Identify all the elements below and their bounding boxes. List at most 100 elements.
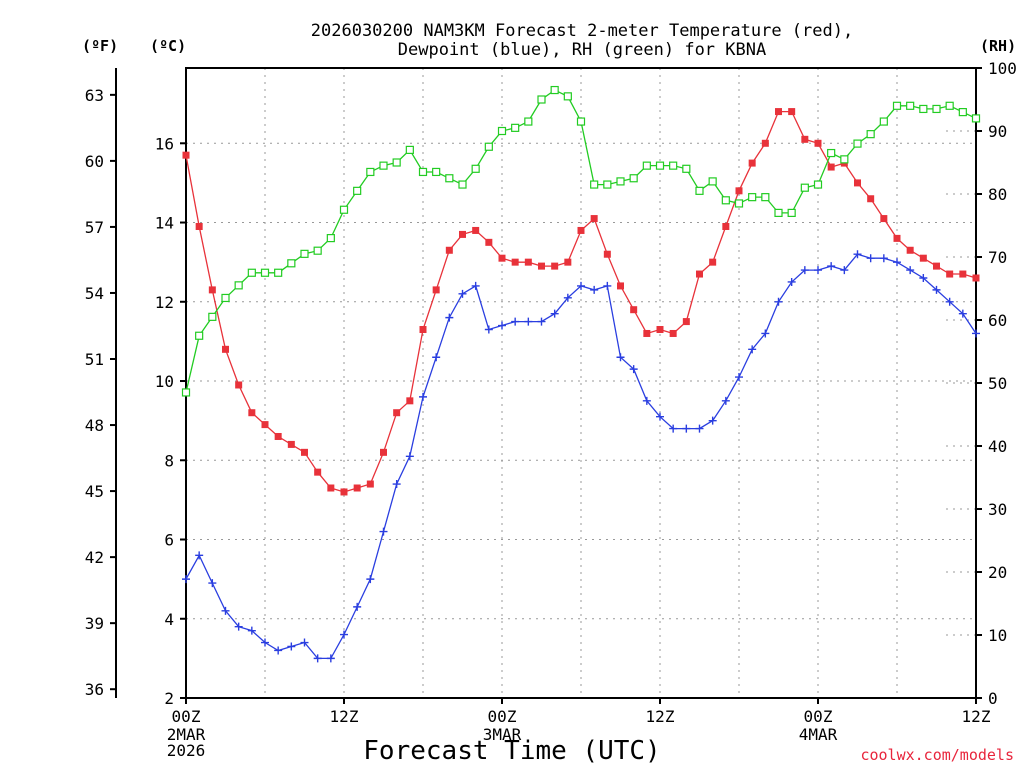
temperature-point [538,262,545,270]
dewpoint-point [774,297,783,306]
dewpoint-point [537,317,546,326]
dewpoint-point [748,345,757,354]
temperature-point [906,246,914,254]
time-tick-label: 00Z [804,707,833,726]
temperature-point [946,270,954,278]
dewpoint-point [313,654,322,663]
title-line-2: Dewpoint (blue), RH (green) for KBNA [398,40,766,60]
series-line [185,110,977,493]
dewpoint-point [721,396,730,405]
rh-point [971,114,981,123]
dewpoint-point [945,297,954,306]
dewpoint-point [234,622,243,631]
rh-point [774,208,783,217]
rh-tick-label: 20 [988,563,1007,582]
rh-point [748,193,757,202]
rh-point [392,158,401,167]
series-rh [181,85,981,397]
temperature-point [630,306,638,314]
rh-tick-label: 60 [988,311,1007,330]
fahrenheit-tick-label: 36 [85,680,104,699]
rh-point [919,104,928,114]
dewpoint-point [379,527,388,536]
rh-point [445,174,454,183]
dewpoint-point [590,285,599,294]
dewpoint-point [906,266,915,275]
dewpoint-point [866,254,875,263]
rh-point [629,174,638,183]
temperature-point [195,222,203,230]
dewpoint-point [814,266,822,275]
rh-point [563,92,572,101]
temperature-point [511,258,519,266]
rh-point [511,123,520,132]
rh-point [247,268,256,277]
temperature-point [301,448,308,456]
temperature-point [643,329,651,337]
rh-point [682,164,691,173]
rh-point [787,208,796,217]
temperature-point [353,484,361,492]
rh-point [932,104,941,114]
dewpoint-point [827,262,836,271]
temperature-point [788,108,796,116]
rh-point [300,249,309,258]
rh-point [616,177,625,186]
dewpoint-point [326,654,335,663]
celsius-axis: 2 4 6 8 10 12 14 16 [155,134,186,708]
temperature-point [669,329,677,337]
celsius-unit-label: (ºC) [150,37,186,55]
rh-point [603,180,612,189]
rh-tick-label: 40 [988,437,1007,456]
dewpoint-point [840,266,849,275]
credit-link[interactable]: coolwx.com/models [860,746,1014,764]
dewpoint-point [511,317,520,326]
celsius-tick-label: 16 [155,134,174,153]
rh-point [879,117,888,126]
temperature-point [340,488,348,496]
celsius-tick-label: 2 [164,689,174,708]
rh-point [260,268,270,277]
time-tick-label: 12Z [330,707,359,726]
fahrenheit-tick-label: 63 [85,86,104,105]
rh-point [524,117,533,126]
temperature-point [459,230,466,238]
chart-title: 2026030200 NAM3KM Forecast 2-meter Tempe… [311,21,853,60]
rh-point [892,101,902,110]
rh-point [813,180,823,189]
rh-point [221,293,230,303]
temperature-point [485,238,493,246]
temperature-point [419,326,427,334]
rh-tick-label: 0 [988,689,998,708]
rh-point [471,164,480,173]
series-dewpoint [182,250,980,663]
dewpoint-point [419,392,427,401]
rh-point [576,117,586,126]
temperature-point [564,258,572,266]
dewpoint-point [195,551,204,560]
rh-point [195,331,204,340]
fahrenheit-tick-label: 57 [85,218,104,237]
fahrenheit-tick-label: 45 [85,482,104,501]
temperature-point [498,254,506,262]
dewpoint-point [353,602,362,611]
rh-point [537,95,546,104]
dewpoint-point [958,309,967,318]
rh-point [418,167,428,177]
temperature-point [748,159,756,167]
rh-point [353,186,362,195]
grid-lines [186,68,976,698]
rh-point [906,101,915,110]
dewpoint-point [708,416,717,425]
temperature-point [617,282,624,290]
dewpoint-point [642,396,651,405]
rh-point [234,281,243,290]
temperature-point [261,421,269,429]
rh-point [339,205,349,214]
rh-point [326,234,335,243]
rh-point [181,388,191,397]
temperature-point [735,187,743,195]
temperature-point [248,409,256,417]
